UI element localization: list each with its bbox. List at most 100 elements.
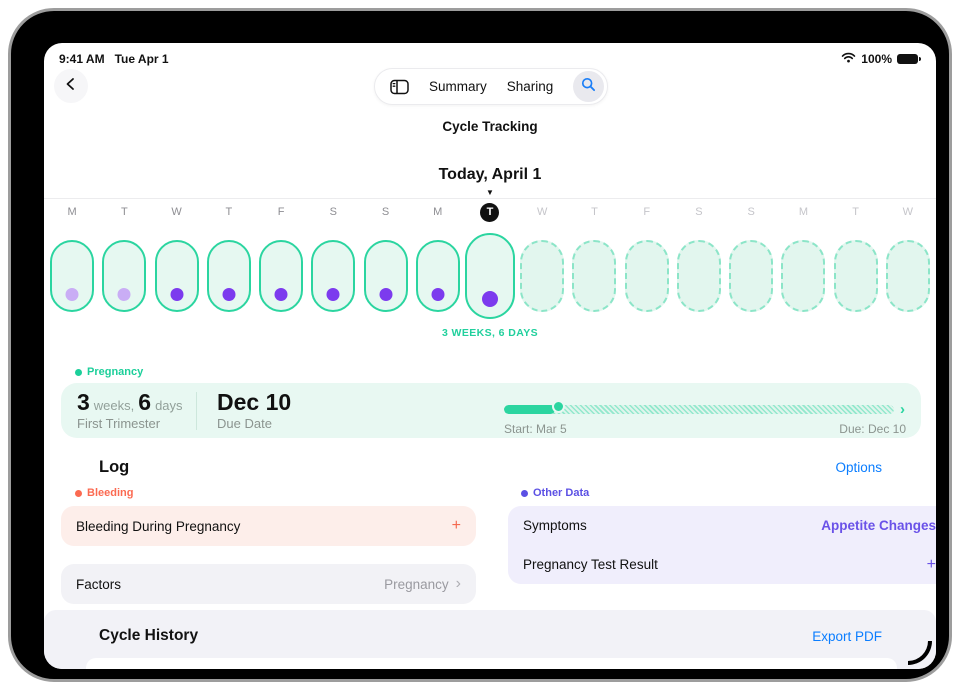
status-bar: 9:41 AM Tue Apr 1 100% [44, 51, 936, 67]
screen: 9:41 AM Tue Apr 1 100% [44, 43, 936, 669]
day-pill-strip [46, 229, 934, 323]
gestation-label: 3 WEEKS, 6 DAYS [441, 327, 539, 339]
symptoms-label: Symptoms [523, 518, 587, 533]
cycle-history-section: Cycle History Export PDF [44, 610, 936, 669]
today-marker-icon: ▼ [486, 188, 494, 197]
add-pregnancy-test-button[interactable]: + [926, 555, 936, 573]
pregnancy-summary-card[interactable]: 3 weeks, 6 days First Trimester Dec 10 D… [61, 383, 921, 438]
tab-sharing[interactable]: Sharing [506, 79, 554, 94]
day-pill[interactable] [206, 240, 251, 312]
day-letter: W [902, 206, 914, 218]
factors-label: Factors [76, 576, 122, 592]
bleeding-section-label: Bleeding [75, 487, 133, 499]
day-pill[interactable] [520, 240, 565, 312]
day-letter: F [277, 206, 285, 218]
add-bleeding-button[interactable]: + [451, 517, 461, 534]
day-letters-row: M T W T F S S M ▼ T W T F S S M T W [46, 189, 934, 222]
cycle-dot [222, 288, 236, 301]
card-divider [196, 392, 197, 430]
day-letter: S [695, 206, 703, 218]
back-button[interactable] [54, 69, 88, 103]
day-pill[interactable] [676, 240, 721, 312]
symptoms-value[interactable]: Appetite Changes [821, 518, 936, 533]
day-pill[interactable] [50, 240, 95, 312]
day-letter: M [798, 206, 808, 218]
pregnancy-test-label: Pregnancy Test Result [523, 557, 658, 572]
day-pill[interactable] [885, 240, 930, 312]
sidebar-icon[interactable] [390, 79, 409, 95]
factors-value: Pregnancy [384, 576, 449, 592]
progress-fill [504, 405, 555, 414]
bleeding-item-label: Bleeding During Pregnancy [76, 518, 241, 534]
cycle-dot [431, 288, 445, 301]
symptoms-row[interactable]: Symptoms Appetite Changes [508, 506, 936, 545]
wifi-icon [841, 52, 856, 66]
battery-percent: 100% [861, 52, 892, 66]
search-button[interactable] [573, 71, 604, 102]
day-pill[interactable] [415, 240, 460, 312]
pregnancy-progress[interactable]: › Start: Mar 5 Due: Dec 10 [504, 400, 906, 436]
gestation-block: 3 weeks, 6 days First Trimester [77, 389, 183, 431]
day-pill[interactable] [311, 240, 356, 312]
progress-due-label: Due: Dec 10 [839, 422, 906, 436]
days-unit: days [155, 398, 183, 413]
today-letter-badge: T [480, 202, 500, 222]
cycle-history-heading: Cycle History [99, 627, 199, 644]
day-pill[interactable] [729, 240, 774, 312]
cycle-history-card [86, 658, 897, 669]
day-letter: M [67, 206, 77, 218]
weeks-unit: weeks, [93, 398, 135, 413]
status-date: Tue Apr 1 [114, 52, 169, 66]
due-date-value: Dec 10 [217, 389, 292, 415]
day-pill[interactable] [363, 240, 408, 312]
pregnancy-dot-icon [75, 368, 82, 376]
search-icon [581, 77, 596, 97]
device-frame: 9:41 AM Tue Apr 1 100% [8, 8, 952, 682]
progress-track [504, 405, 894, 414]
day-letter: W [537, 206, 548, 218]
cycle-dot [274, 288, 288, 301]
day-letter: S [329, 206, 337, 218]
day-pill[interactable] [259, 240, 304, 312]
chevron-right-icon: › [900, 401, 905, 418]
day-letter: F [643, 206, 651, 218]
cycle-dot [481, 291, 498, 307]
due-date-label: Due Date [217, 416, 272, 432]
cycle-dot [326, 288, 340, 301]
day-pill[interactable] [572, 240, 617, 312]
tab-summary[interactable]: Summary [429, 79, 487, 94]
day-letter: T [225, 206, 233, 218]
back-icon [63, 76, 79, 97]
day-letter: S [747, 206, 755, 218]
options-button[interactable]: Options [835, 460, 882, 475]
cycle-dot [170, 288, 184, 301]
bleeding-card[interactable]: Bleeding During Pregnancy + [61, 506, 476, 546]
day-pill[interactable] [781, 240, 826, 312]
log-heading: Log [99, 458, 130, 476]
today-heading: Today, April 1 [438, 166, 542, 183]
other-data-dot-icon [521, 489, 528, 497]
factors-card[interactable]: Factors Pregnancy › [61, 564, 476, 604]
day-pill[interactable] [102, 240, 147, 312]
days-value: 6 [138, 389, 152, 415]
due-date-block: Dec 10 Due Date [217, 389, 292, 432]
day-letter: T [591, 206, 598, 218]
cycle-dot [379, 288, 393, 301]
pregnancy-test-row[interactable]: Pregnancy Test Result + [508, 545, 936, 584]
day-pill[interactable] [624, 240, 669, 312]
day-pill[interactable] [464, 233, 515, 319]
day-pill[interactable] [154, 240, 199, 312]
chevron-right-icon: › [455, 575, 461, 592]
day-pill[interactable] [833, 240, 878, 312]
other-data-card: Symptoms Appetite Changes Pregnancy Test… [508, 506, 936, 584]
day-letter: M [433, 206, 443, 218]
other-data-section-label: Other Data [521, 487, 589, 499]
bleeding-dot-icon [75, 489, 82, 497]
weeks-value: 3 [77, 389, 90, 415]
battery-icon [897, 53, 921, 65]
day-letter: T [852, 206, 859, 218]
export-pdf-button[interactable]: Export PDF [812, 628, 882, 644]
cycle-dot [65, 288, 79, 301]
day-letter: T [120, 206, 128, 218]
